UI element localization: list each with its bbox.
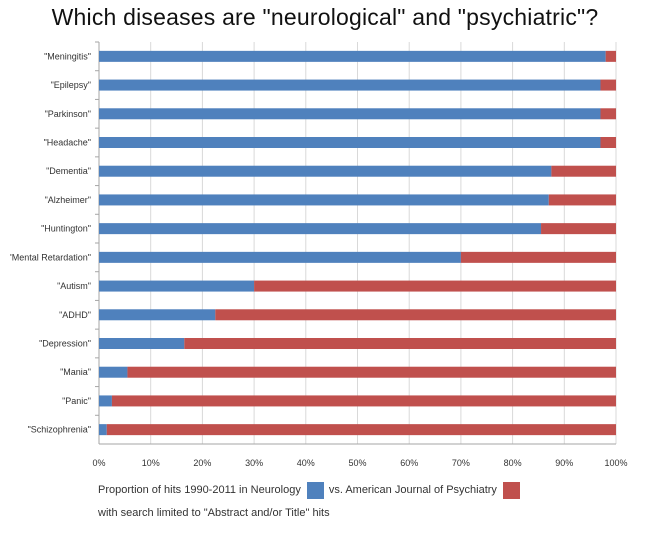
bar-neurology <box>99 424 107 436</box>
bar-neurology <box>99 79 601 91</box>
category-label: 'Mental Retardation" <box>10 252 91 262</box>
bar-psychiatry <box>254 280 616 292</box>
x-tick-label: 40% <box>297 458 315 468</box>
bar-psychiatry <box>605 50 616 62</box>
bar-neurology <box>99 223 542 235</box>
bar-psychiatry <box>600 79 616 91</box>
x-tick-label: 10% <box>142 458 160 468</box>
category-label: "Dementia" <box>46 166 91 176</box>
x-tick-label: 30% <box>245 458 263 468</box>
category-label: "Huntington" <box>41 224 91 234</box>
bar-psychiatry <box>541 223 616 235</box>
bar-psychiatry <box>111 395 617 407</box>
bar-neurology <box>99 280 255 292</box>
bar-neurology <box>99 395 112 407</box>
category-label: "ADHD" <box>59 310 91 320</box>
category-label: "Depression" <box>39 339 91 349</box>
category-label: "Parkinson" <box>45 109 91 119</box>
category-label: "Alzheimer" <box>45 195 91 205</box>
category-label: "Panic" <box>62 396 91 406</box>
bar-neurology <box>99 137 601 148</box>
legend-note: with search limited to "Abstract and/or … <box>98 507 330 519</box>
x-tick-label: 100% <box>604 458 627 468</box>
bar-psychiatry <box>460 251 616 263</box>
bar-neurology <box>99 366 128 378</box>
x-tick-label: 50% <box>348 458 366 468</box>
category-label: "Epilepsy" <box>51 80 91 90</box>
x-tick-label: 80% <box>504 458 522 468</box>
bar-neurology <box>99 165 552 177</box>
legend-psychiatry-swatch <box>502 481 520 499</box>
bar-neurology <box>99 50 606 62</box>
legend: Proportion of hits 1990-2011 in Neurolog… <box>98 480 525 523</box>
category-label: "Mania" <box>60 367 91 377</box>
bar-psychiatry <box>106 424 616 436</box>
legend-neurology-swatch <box>306 481 324 499</box>
bar-psychiatry <box>548 194 616 206</box>
bar-psychiatry <box>551 165 616 177</box>
legend-psychiatry-label: vs. American Journal of Psychiatry <box>328 484 497 496</box>
x-tick-label: 20% <box>193 458 211 468</box>
bar-neurology <box>99 338 185 349</box>
bar-psychiatry <box>600 108 616 120</box>
category-label: "Meningitis" <box>44 51 91 61</box>
bar-neurology <box>99 194 549 206</box>
x-tick-label: 70% <box>452 458 470 468</box>
category-label: "Autism" <box>57 281 91 291</box>
category-label: "Schizophrenia" <box>28 425 91 435</box>
bar-neurology <box>99 108 601 120</box>
bar-neurology <box>99 309 216 321</box>
bar-psychiatry <box>127 366 616 378</box>
legend-neurology-label: Proportion of hits 1990-2011 in Neurolog… <box>98 484 301 496</box>
bar-psychiatry <box>215 309 616 321</box>
x-tick-label: 90% <box>555 458 573 468</box>
bar-psychiatry <box>600 137 616 148</box>
x-tick-label: 60% <box>400 458 418 468</box>
bar-psychiatry <box>184 338 616 349</box>
x-tick-label: 0% <box>92 458 105 468</box>
chart-title: Which diseases are "neurological" and "p… <box>51 4 599 30</box>
bar-neurology <box>99 251 461 263</box>
stacked-bar-chart: 0% 10% 20% 30% 40% 50% 60% 70% 80% 90% 100% "Mening… <box>10 41 628 468</box>
category-label: "Headache" <box>44 138 91 148</box>
